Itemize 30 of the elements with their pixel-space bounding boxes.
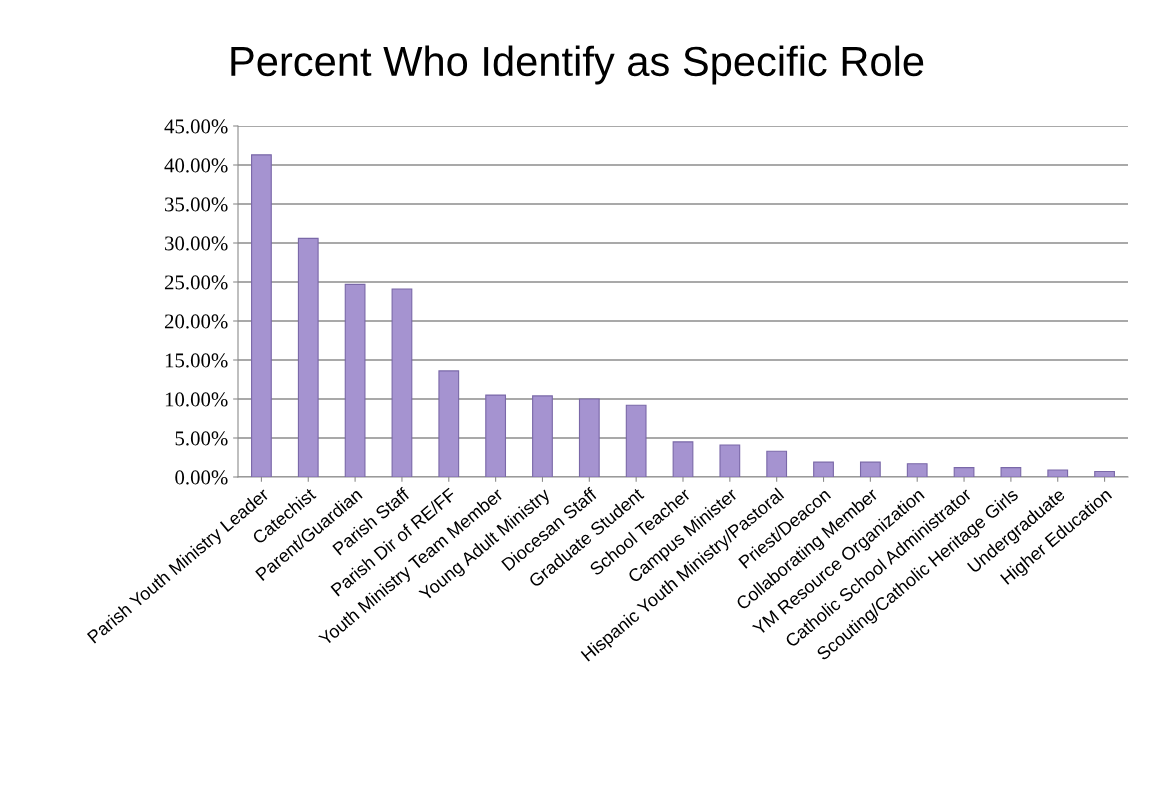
chart-title: Percent Who Identify as Specific Role bbox=[231, 45, 924, 85]
y-tick-label: 20.00% bbox=[164, 314, 228, 329]
bar bbox=[1094, 470, 1115, 477]
bar bbox=[532, 395, 553, 477]
y-tick-label: 25.00% bbox=[164, 275, 228, 290]
y-tick-label: 45.00% bbox=[164, 119, 228, 134]
y-tick-label: 5.00% bbox=[175, 431, 228, 446]
bar bbox=[859, 461, 881, 477]
y-tick-label: 15.00% bbox=[165, 353, 228, 368]
bar bbox=[485, 394, 507, 477]
y-tick-label: 40.00% bbox=[164, 158, 228, 173]
bar bbox=[813, 461, 834, 477]
bar bbox=[625, 404, 647, 477]
y-tick-label: 0.00% bbox=[175, 470, 228, 485]
bar bbox=[672, 441, 694, 477]
y-tick-label: 30.00% bbox=[165, 236, 228, 251]
bar bbox=[1047, 469, 1069, 477]
bar bbox=[391, 288, 413, 477]
y-tick-label: 10.00% bbox=[165, 392, 228, 407]
bar bbox=[719, 444, 741, 477]
bar bbox=[344, 283, 366, 477]
y-tick-label: 35.00% bbox=[165, 197, 228, 212]
bar bbox=[1000, 467, 1022, 477]
bar bbox=[297, 237, 319, 477]
bar bbox=[251, 154, 272, 477]
bar bbox=[953, 467, 975, 477]
bar bbox=[766, 450, 788, 477]
bar bbox=[906, 463, 928, 477]
bar bbox=[578, 398, 600, 477]
bar bbox=[438, 370, 460, 477]
